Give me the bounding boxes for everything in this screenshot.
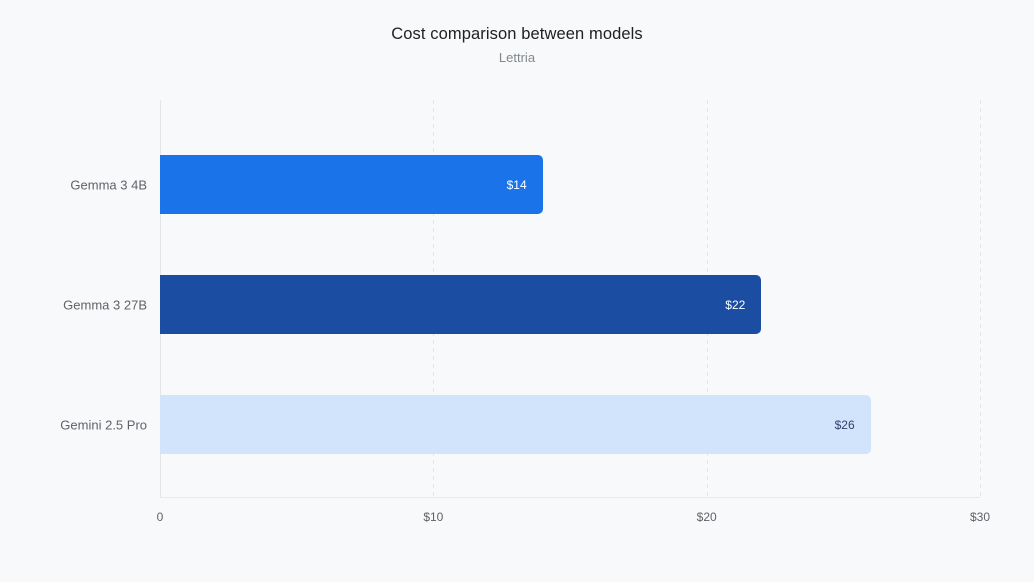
bar-value-label: $14: [506, 177, 527, 192]
bar: $22: [160, 275, 762, 334]
bar-value-label: $26: [834, 417, 855, 432]
category-label: Gemini 2.5 Pro: [60, 417, 147, 432]
plot-area: Gemma 3 4B $14 Gemma 3 27B $22 Gemini 2.…: [60, 100, 990, 524]
gridline-30: [980, 100, 981, 497]
chart-subtitle: Lettria: [498, 50, 536, 65]
x-tick-label: 0: [156, 510, 164, 524]
x-tick-label: $20: [696, 510, 717, 524]
category-label: Gemma 3 4B: [70, 177, 147, 192]
bar: $26: [160, 395, 871, 454]
bar-value-label: $22: [725, 297, 746, 312]
bar: $14: [160, 155, 543, 214]
bar-row: Gemma 3 27B $22: [63, 275, 980, 334]
chart-title: Cost comparison between models: [391, 25, 643, 43]
x-axis-baseline: [160, 497, 980, 498]
bar-row: Gemini 2.5 Pro $26: [60, 395, 980, 454]
bar-row: Gemma 3 4B $14: [70, 155, 980, 214]
category-label: Gemma 3 27B: [63, 297, 147, 312]
x-tick-label: $10: [423, 510, 444, 524]
x-tick-label: $30: [969, 510, 991, 524]
